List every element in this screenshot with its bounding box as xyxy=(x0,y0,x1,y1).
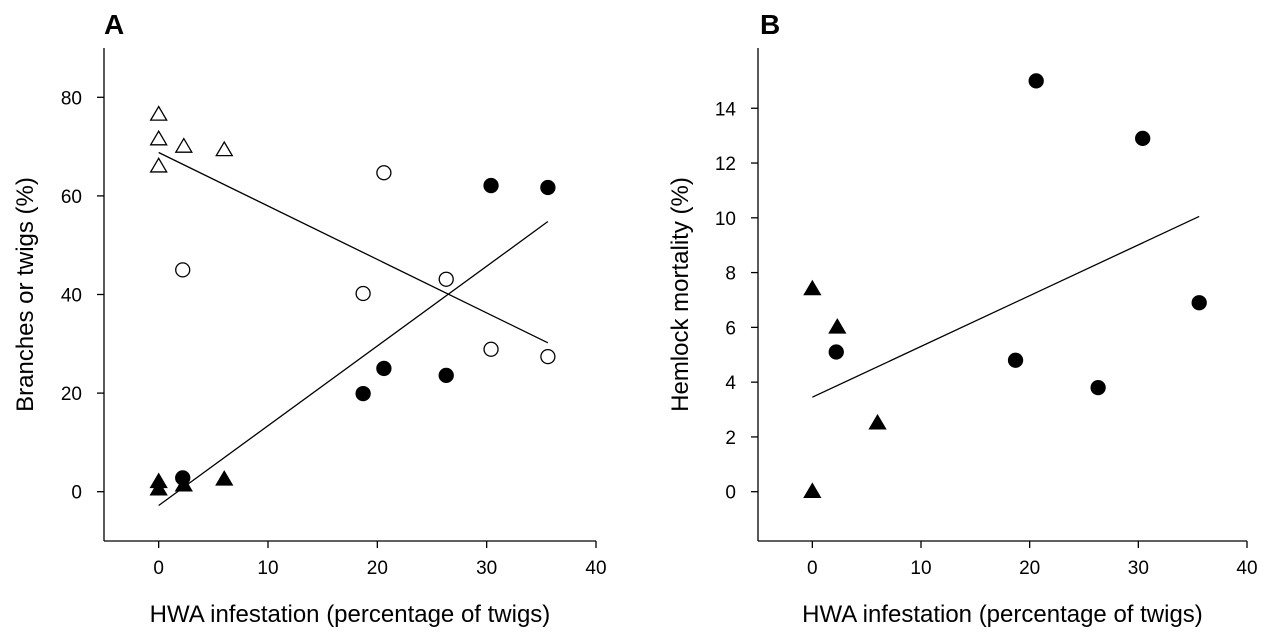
filled-triangle-point xyxy=(149,479,168,496)
open-circle-point xyxy=(540,348,556,365)
filled-triangle-point xyxy=(803,482,822,498)
y-tick-label: 20 xyxy=(61,384,82,405)
x-axis-title: HWA infestation (percentage of twigs) xyxy=(802,601,1203,628)
filled-triangle-point xyxy=(215,470,234,486)
filled-triangle-point xyxy=(868,413,887,430)
regression-line xyxy=(158,151,549,344)
filled-circle-point xyxy=(1191,295,1207,311)
open-triangle-point xyxy=(215,140,234,157)
filled-circle-point xyxy=(1090,379,1106,396)
y-tick-label: 2 xyxy=(725,428,736,449)
y-axis-title: Hemlock mortality (%) xyxy=(667,177,694,412)
panel-letter: B xyxy=(760,9,780,40)
filled-circle-point xyxy=(376,360,392,377)
open-triangle-point xyxy=(149,105,168,121)
y-tick-label: 4 xyxy=(725,373,736,394)
y-tick-label: 0 xyxy=(71,483,82,504)
open-circle-point xyxy=(376,165,392,181)
x-tick-label: 10 xyxy=(910,558,931,579)
filled-circle-point xyxy=(483,177,499,194)
regression-line xyxy=(158,221,549,507)
filled-circle-point xyxy=(175,470,191,486)
y-axis-title: Branches or twigs (%) xyxy=(12,177,39,412)
filled-circle-point xyxy=(540,179,556,196)
open-circle-point xyxy=(438,271,454,287)
y-tick-label: 80 xyxy=(61,88,82,109)
y-tick-label: 40 xyxy=(61,286,82,307)
panel-B: B 0 10 20 30 40 0 2 4 6 8 10 12 14 HWA infestation (pe… xyxy=(667,9,1258,628)
filled-circle-point xyxy=(355,385,371,402)
filled-triangle-point xyxy=(803,279,822,296)
y-tick-label: 60 xyxy=(61,187,82,208)
y-tick-label: 10 xyxy=(715,209,736,230)
filled-circle-point xyxy=(1007,352,1024,368)
x-axis-title: HWA infestation (percentage of twigs) xyxy=(150,601,551,628)
filled-circle-point xyxy=(1135,130,1151,147)
filled-triangle-point xyxy=(828,318,847,334)
y-tick-label: 12 xyxy=(715,154,736,175)
open-circle-point xyxy=(355,285,371,302)
filled-circle-point xyxy=(828,344,844,360)
filled-circle-point xyxy=(438,367,454,384)
y-tick-label: 14 xyxy=(715,99,737,120)
panel-A: A 0 10 20 30 40 0 20 40 60 80 HWA infestation (perc… xyxy=(12,9,607,628)
regression-line xyxy=(812,215,1200,398)
open-circle-point xyxy=(175,262,191,278)
open-circle-point xyxy=(483,341,499,357)
x-tick-label: 40 xyxy=(585,558,606,579)
y-tick-label: 8 xyxy=(725,264,736,285)
x-tick-label: 0 xyxy=(153,558,164,579)
x-tick-label: 20 xyxy=(1019,558,1040,579)
filled-circle-point xyxy=(1028,73,1044,89)
x-tick-label: 30 xyxy=(476,558,497,579)
y-tick-label: 6 xyxy=(725,318,736,339)
y-tick-label: 0 xyxy=(725,483,736,504)
x-tick-label: 20 xyxy=(367,558,388,579)
open-triangle-point xyxy=(149,129,168,146)
panel-letter: A xyxy=(104,9,124,40)
open-triangle-point xyxy=(149,157,168,173)
x-tick-label: 40 xyxy=(1236,558,1257,579)
x-tick-label: 30 xyxy=(1128,558,1149,579)
x-tick-label: 10 xyxy=(257,558,278,579)
x-tick-label: 0 xyxy=(807,558,818,579)
open-triangle-point xyxy=(174,137,193,153)
